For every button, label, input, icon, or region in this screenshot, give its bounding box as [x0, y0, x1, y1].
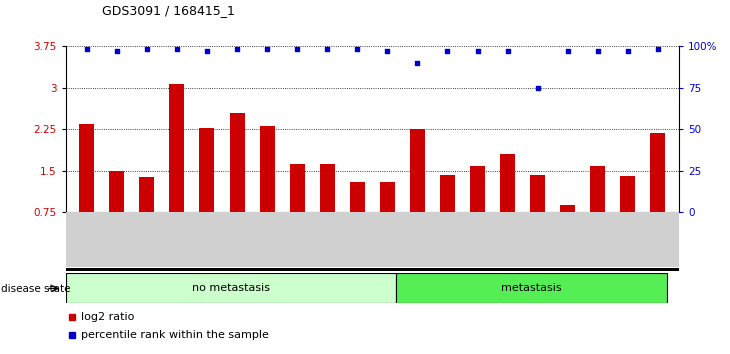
Bar: [260, 126, 274, 212]
Bar: [470, 166, 485, 212]
Point: [351, 46, 363, 52]
Bar: [396, 273, 667, 303]
Bar: [66, 273, 396, 303]
Point: [472, 48, 483, 54]
Bar: [440, 175, 455, 212]
Point: [592, 48, 604, 54]
Point: [171, 46, 182, 52]
Point: [412, 60, 423, 65]
Text: no metastasis: no metastasis: [192, 282, 270, 293]
Point: [442, 48, 453, 54]
Bar: [80, 124, 94, 212]
Bar: [350, 182, 365, 212]
Text: metastasis: metastasis: [502, 282, 562, 293]
Text: log2 ratio: log2 ratio: [81, 312, 134, 322]
Bar: [560, 205, 575, 212]
Point: [652, 46, 664, 52]
Point: [622, 48, 634, 54]
Point: [261, 46, 273, 52]
Text: percentile rank within the sample: percentile rank within the sample: [81, 330, 269, 339]
Point: [201, 48, 213, 54]
Bar: [650, 133, 665, 212]
Bar: [500, 154, 515, 212]
Bar: [110, 171, 124, 212]
Bar: [139, 177, 154, 212]
Text: GDS3091 / 168415_1: GDS3091 / 168415_1: [102, 4, 235, 17]
Text: disease state: disease state: [1, 284, 70, 293]
Point: [291, 46, 303, 52]
Point: [502, 48, 513, 54]
Point: [562, 48, 574, 54]
Point: [231, 46, 243, 52]
Bar: [380, 182, 395, 212]
Bar: [620, 176, 635, 212]
Bar: [410, 129, 425, 212]
Bar: [199, 127, 215, 212]
Point: [81, 46, 93, 52]
Point: [321, 46, 333, 52]
Bar: [229, 113, 245, 212]
Point: [531, 85, 543, 91]
Bar: [320, 164, 335, 212]
Bar: [169, 84, 185, 212]
Point: [141, 46, 153, 52]
Point: [111, 48, 123, 54]
Bar: [591, 166, 605, 212]
Point: [382, 48, 393, 54]
Bar: [530, 175, 545, 212]
Bar: [290, 164, 304, 212]
